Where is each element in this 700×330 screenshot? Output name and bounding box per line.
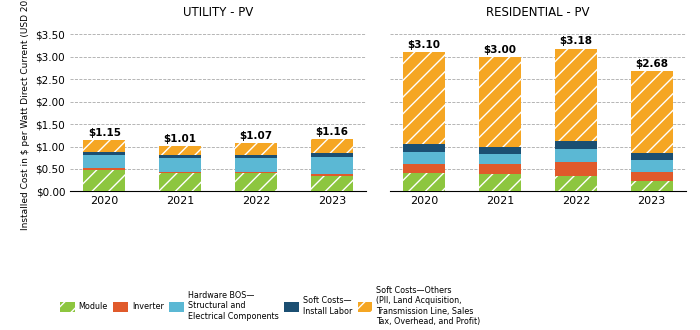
Bar	[631, 71, 673, 153]
Bar	[160, 155, 201, 158]
Text: $3.18: $3.18	[559, 36, 592, 47]
Bar	[403, 144, 445, 152]
Bar	[403, 152, 445, 164]
Bar	[555, 176, 596, 191]
Bar	[479, 174, 521, 191]
Bar	[631, 172, 673, 181]
Bar	[555, 49, 596, 141]
Bar	[555, 141, 596, 149]
Bar	[235, 174, 277, 191]
Bar	[311, 139, 353, 153]
Bar	[83, 152, 125, 155]
Bar	[235, 155, 277, 158]
Bar	[479, 148, 521, 154]
Text: $3.10: $3.10	[407, 40, 441, 50]
Bar	[479, 164, 521, 174]
Bar	[403, 52, 445, 144]
Bar	[479, 154, 521, 164]
Bar	[631, 153, 673, 160]
Bar	[479, 57, 521, 148]
Bar	[555, 149, 596, 162]
Text: $1.15: $1.15	[88, 127, 121, 138]
Bar	[555, 162, 596, 176]
Text: $1.16: $1.16	[315, 127, 349, 137]
Bar	[160, 146, 201, 155]
Bar	[83, 155, 125, 168]
Bar	[235, 158, 277, 172]
Bar	[160, 174, 201, 191]
Bar	[160, 158, 201, 172]
Text: $1.01: $1.01	[164, 134, 197, 144]
Text: $3.00: $3.00	[484, 45, 517, 54]
Title: RESIDENTIAL - PV: RESIDENTIAL - PV	[486, 6, 589, 19]
Bar	[311, 153, 353, 157]
Bar	[83, 140, 125, 152]
Bar	[311, 176, 353, 191]
Bar	[403, 174, 445, 191]
Bar	[235, 172, 277, 174]
Text: $1.07: $1.07	[239, 131, 272, 141]
Bar	[83, 168, 125, 170]
Bar	[311, 174, 353, 176]
Bar	[83, 170, 125, 191]
Bar	[160, 172, 201, 174]
Y-axis label: Installed Cost in $ per Watt Direct Current (USD 2022): Installed Cost in $ per Watt Direct Curr…	[21, 0, 30, 230]
Bar	[311, 157, 353, 174]
Bar	[403, 164, 445, 174]
Bar	[631, 160, 673, 172]
Bar	[631, 181, 673, 191]
Bar	[235, 143, 277, 155]
Title: UTILITY - PV: UTILITY - PV	[183, 6, 253, 19]
Legend: Module, Inverter, Hardware BOS—
Structural and
Electrical Components, Soft Costs: Module, Inverter, Hardware BOS— Structur…	[60, 286, 481, 326]
Text: $2.68: $2.68	[635, 59, 668, 69]
